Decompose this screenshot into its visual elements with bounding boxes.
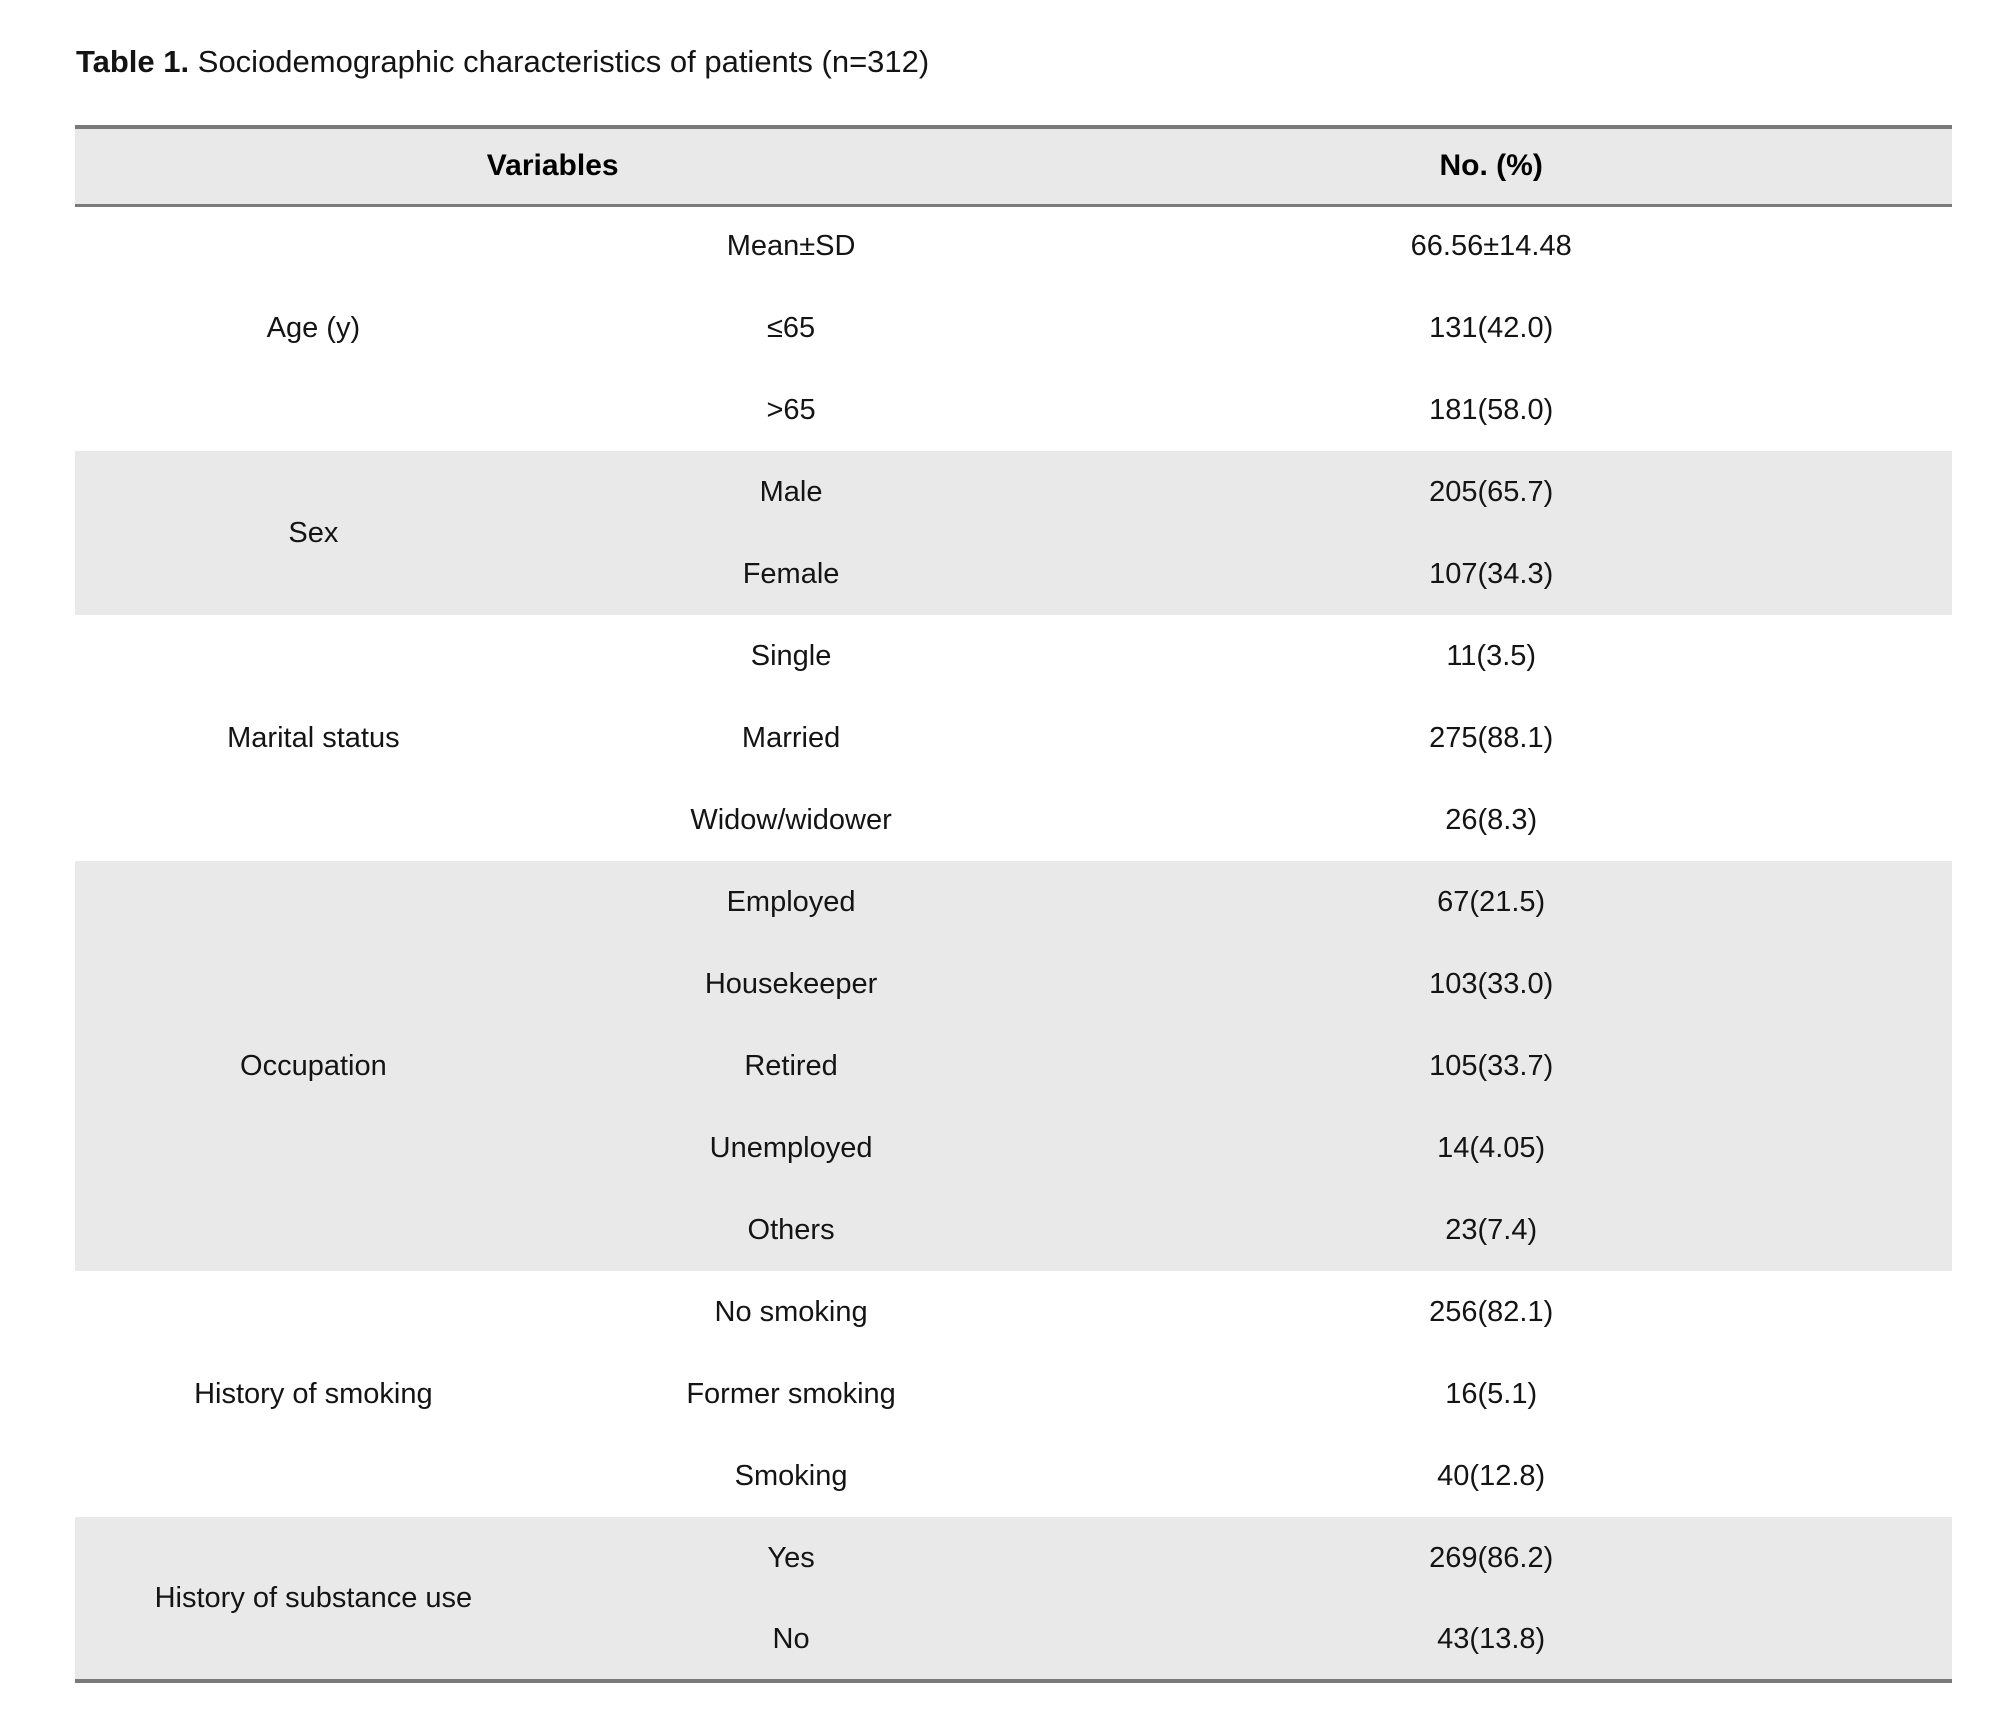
table-row: Married 275(88.1) xyxy=(75,697,1952,779)
column-header-no-percent: No. (%) xyxy=(1030,127,1952,207)
table-row: History of smoking No smoking 256(82.1) xyxy=(75,1271,1952,1517)
category-cell: ≤65 xyxy=(551,287,1031,369)
table-row: >65 181(58.0) xyxy=(75,369,1952,451)
table-row: Smoking 40(12.8) xyxy=(75,1435,1952,1517)
category-cell: Employed xyxy=(551,861,1031,943)
value-cell: 105(33.7) xyxy=(1030,1025,1952,1107)
value-cell: 67(21.5) xyxy=(1030,861,1952,943)
table-row: Age (y) Mean±SD 66.56±14.48 xyxy=(75,205,1952,451)
category-cell: Retired xyxy=(551,1025,1031,1107)
table-row: Former smoking 16(5.1) xyxy=(75,1353,1952,1435)
value-cell: 40(12.8) xyxy=(1030,1435,1952,1517)
category-cell: No xyxy=(551,1599,1031,1681)
value-cell: 26(8.3) xyxy=(1030,779,1952,861)
category-cell: Married xyxy=(551,697,1031,779)
category-cell: Former smoking xyxy=(551,1353,1031,1435)
table-row: Marital status Single 11(3.5) xyxy=(75,615,1952,861)
table-row: Female 107(34.3) xyxy=(75,533,1952,615)
variable-group-label: Sex xyxy=(75,451,552,615)
variable-group-label: Age (y) xyxy=(75,205,552,451)
variable-group-label: Occupation xyxy=(75,861,552,1271)
value-cell: 107(34.3) xyxy=(1030,533,1952,615)
category-cell: Housekeeper xyxy=(551,943,1031,1025)
category-cell: Smoking xyxy=(551,1435,1031,1517)
table-caption-text: Sociodemographic characteristics of pati… xyxy=(197,44,930,79)
table-row: Others 23(7.4) xyxy=(75,1189,1952,1271)
value-cell: 11(3.5) xyxy=(1030,615,1952,697)
value-cell: 66.56±14.48 xyxy=(1030,205,1952,287)
table-row: Housekeeper 103(33.0) xyxy=(75,943,1952,1025)
category-cell: Unemployed xyxy=(551,1107,1031,1189)
table-row: History of substance use Yes 269(86.2) xyxy=(75,1517,1952,1681)
category-cell: Female xyxy=(551,533,1031,615)
category-cell: Widow/widower xyxy=(551,779,1031,861)
table-row: Unemployed 14(4.05) xyxy=(75,1107,1952,1189)
table-row: Widow/widower 26(8.3) xyxy=(75,779,1952,861)
table-caption: Table 1. Sociodemographic characteristic… xyxy=(76,42,929,82)
table-body: Age (y) Mean±SD 66.56±14.48 ≤65 131(42.0) >65… xyxy=(75,205,1952,1681)
value-cell: 16(5.1) xyxy=(1030,1353,1952,1435)
table-row: Retired 105(33.7) xyxy=(75,1025,1952,1107)
table-row: Sex Male 205(65.7) xyxy=(75,451,1952,615)
category-cell: Male xyxy=(551,451,1031,533)
value-cell: 181(58.0) xyxy=(1030,369,1952,451)
table-caption-number: Table 1. xyxy=(76,44,190,79)
variable-group-label: Marital status xyxy=(75,615,552,861)
value-cell: 205(65.7) xyxy=(1030,451,1952,533)
value-cell: 23(7.4) xyxy=(1030,1189,1952,1271)
value-cell: 269(86.2) xyxy=(1030,1517,1952,1599)
table-row: ≤65 131(42.0) xyxy=(75,287,1952,369)
header-row: Variables No. (%) xyxy=(75,127,1952,207)
category-cell: No smoking xyxy=(551,1271,1031,1353)
value-cell: 275(88.1) xyxy=(1030,697,1952,779)
table-row: Occupation Employed 67(21.5) xyxy=(75,861,1952,1271)
category-cell: Others xyxy=(551,1189,1031,1271)
value-cell: 14(4.05) xyxy=(1030,1107,1952,1189)
variable-group-label: History of smoking xyxy=(75,1271,552,1517)
value-cell: 43(13.8) xyxy=(1030,1599,1952,1681)
value-cell: 103(33.0) xyxy=(1030,943,1952,1025)
column-header-variables: Variables xyxy=(75,127,1031,207)
table-row: No 43(13.8) xyxy=(75,1599,1952,1681)
category-cell: Mean±SD xyxy=(551,205,1031,287)
variable-group-label: History of substance use xyxy=(75,1517,552,1681)
value-cell: 256(82.1) xyxy=(1030,1271,1952,1353)
sociodemographic-table: Variables No. (%) Age (y) Mean±SD 66.56±14… xyxy=(75,125,1952,1683)
value-cell: 131(42.0) xyxy=(1030,287,1952,369)
category-cell: Yes xyxy=(551,1517,1031,1599)
category-cell: >65 xyxy=(551,369,1031,451)
category-cell: Single xyxy=(551,615,1031,697)
